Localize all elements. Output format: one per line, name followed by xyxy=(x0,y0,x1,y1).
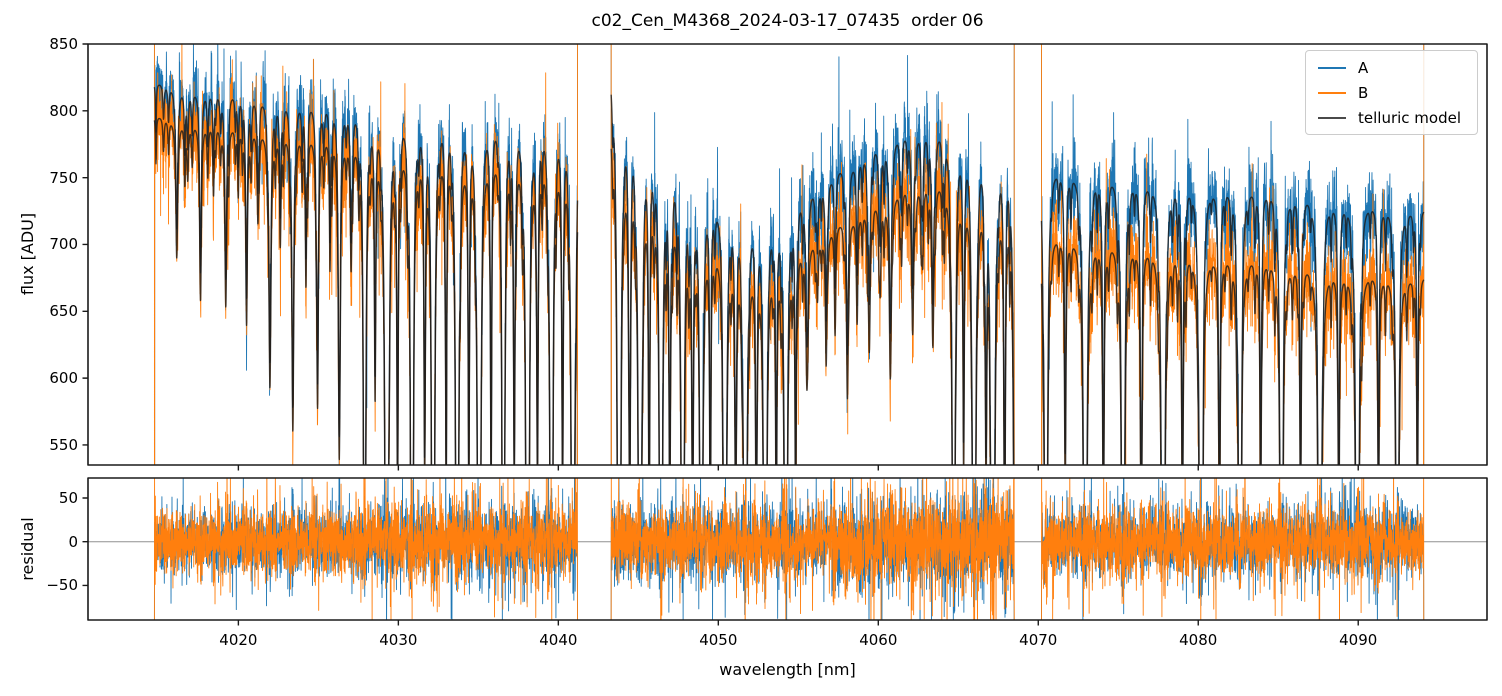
x-tick-label: 4090 xyxy=(1339,631,1378,649)
plot-title: c02_Cen_M4368_2024-03-17_07435 order 06 xyxy=(591,11,984,31)
residual-y-tick-label: 0 xyxy=(68,532,78,551)
flux-y-tick-label: 550 xyxy=(49,435,78,454)
flux-y-tick-label: 600 xyxy=(49,369,78,388)
x-tick-label: 4040 xyxy=(539,631,578,649)
flux-y-tick-label: 700 xyxy=(49,235,78,254)
x-tick-label: 4080 xyxy=(1179,631,1218,649)
legend-label-a: A xyxy=(1358,58,1369,77)
flux-y-tick-label: 850 xyxy=(49,35,78,53)
flux-y-tick-label: 650 xyxy=(49,302,78,321)
residual-y-tick-label: 50 xyxy=(58,489,78,507)
x-tick-label: 4030 xyxy=(379,631,418,649)
x-tick-label: 4070 xyxy=(1019,631,1058,649)
x-tick-label: 4060 xyxy=(859,631,898,649)
legend-entry-a: A xyxy=(1306,56,1477,80)
legend-entry-telluric: telluric model xyxy=(1306,106,1477,130)
legend-line-sample-b xyxy=(1318,91,1346,94)
wavelength-axis-label: wavelength [nm] xyxy=(719,660,856,679)
legend-label-b: B xyxy=(1358,83,1369,102)
residual-y-tick-label: −50 xyxy=(46,576,78,595)
legend-line-sample-a xyxy=(1318,66,1346,69)
flux-y-tick-label: 800 xyxy=(49,101,78,120)
legend-label-telluric: telluric model xyxy=(1358,108,1462,127)
legend: A B telluric model xyxy=(1305,50,1478,135)
x-tick-label: 4050 xyxy=(699,631,738,649)
legend-line-sample-telluric xyxy=(1318,116,1346,119)
x-tick-label: 4020 xyxy=(219,631,258,649)
legend-entry-b: B xyxy=(1306,81,1477,105)
flux-y-tick-label: 750 xyxy=(49,168,78,187)
